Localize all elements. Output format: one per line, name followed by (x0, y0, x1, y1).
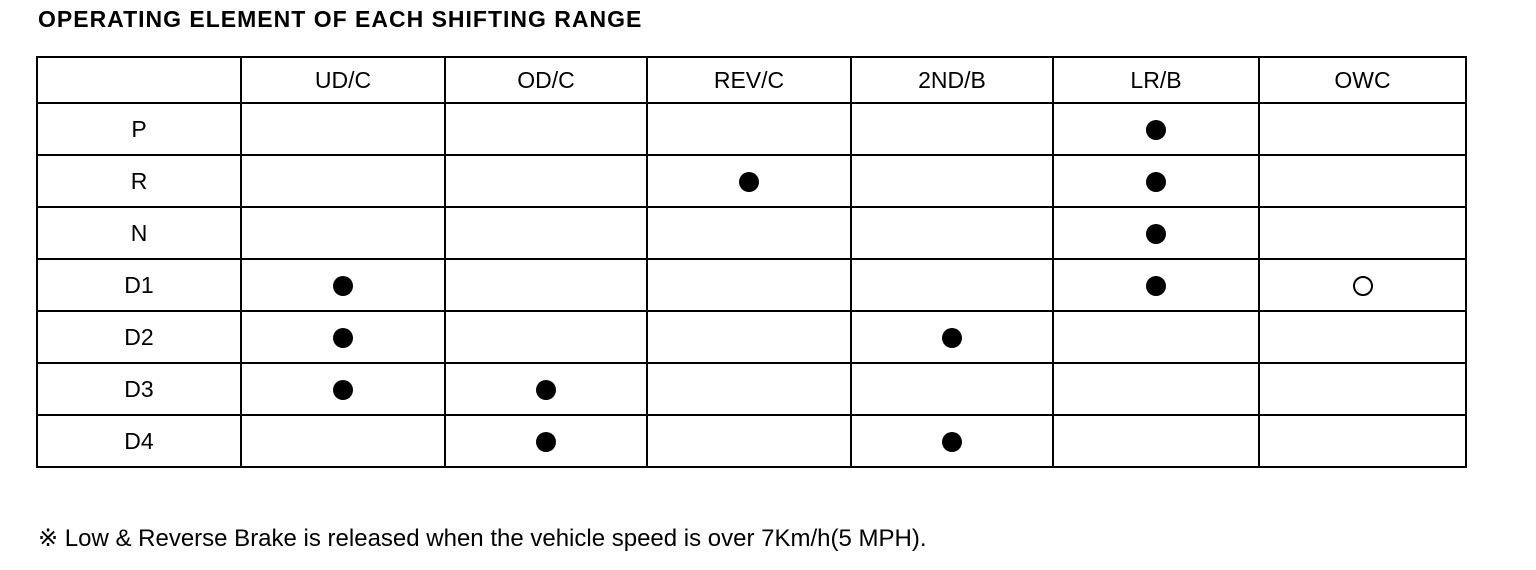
column-header: UD/C (240, 56, 446, 104)
filled-circle-icon (1146, 120, 1166, 141)
table-header: UD/C OD/C REV/C 2ND/B LR/B OWC (36, 56, 1467, 104)
table-cell (240, 102, 446, 156)
range-label: D2 (36, 310, 242, 364)
table-cell (646, 258, 852, 312)
table-cell (850, 258, 1054, 312)
corner-cell (36, 56, 242, 104)
filled-circle-icon (333, 328, 353, 349)
column-header: OWC (1258, 56, 1467, 104)
table-row: D1 (36, 258, 1467, 312)
table-cell (850, 362, 1054, 416)
table-cell (240, 258, 446, 312)
page-title: OPERATING ELEMENT OF EACH SHIFTING RANGE (38, 6, 643, 32)
header-row: UD/C OD/C REV/C 2ND/B LR/B OWC (36, 56, 1467, 104)
table-cell (1258, 102, 1467, 156)
table-cell (444, 206, 648, 260)
filled-circle-icon (1146, 276, 1166, 297)
table-body: P R N D1 D2 D3 D4 (36, 102, 1467, 468)
table-cell (444, 310, 648, 364)
table-cell (646, 154, 852, 208)
table-row: N (36, 206, 1467, 260)
filled-circle-icon (536, 380, 556, 401)
table-cell (1052, 362, 1260, 416)
footnote: ※ Low & Reverse Brake is released when t… (38, 525, 927, 552)
table-cell (646, 206, 852, 260)
filled-circle-icon (1146, 224, 1166, 245)
table-row: R (36, 154, 1467, 208)
table-row: D3 (36, 362, 1467, 416)
table-cell (444, 414, 648, 468)
table-cell (444, 362, 648, 416)
range-label: N (36, 206, 242, 260)
table-cell (444, 258, 648, 312)
table-cell (444, 154, 648, 208)
table-cell (1258, 154, 1467, 208)
table-cell (240, 310, 446, 364)
column-header: OD/C (444, 56, 648, 104)
table-cell (240, 414, 446, 468)
filled-circle-icon (942, 432, 962, 453)
table-cell (1052, 154, 1260, 208)
open-circle-icon (1352, 276, 1373, 297)
table-cell (850, 310, 1054, 364)
table-cell (1052, 310, 1260, 364)
range-label: D3 (36, 362, 242, 416)
table-cell (646, 414, 852, 468)
table-cell (1258, 414, 1467, 468)
table-cell (1052, 414, 1260, 468)
table-cell (850, 414, 1054, 468)
table-cell (444, 102, 648, 156)
filled-circle-icon (333, 380, 353, 401)
table-row: D2 (36, 310, 1467, 364)
range-label: D4 (36, 414, 242, 468)
table-cell (1052, 102, 1260, 156)
filled-circle-icon (942, 328, 962, 349)
filled-circle-icon (739, 172, 759, 193)
shifting-range-table: UD/C OD/C REV/C 2ND/B LR/B OWC P R N D1 D2 D3 D4 (36, 56, 1467, 468)
table-row: P (36, 102, 1467, 156)
table-cell (646, 362, 852, 416)
table-cell (1258, 310, 1467, 364)
table-cell (240, 154, 446, 208)
table-cell (1258, 206, 1467, 260)
filled-circle-icon (1146, 172, 1166, 193)
table-cell (1052, 206, 1260, 260)
table-cell (240, 362, 446, 416)
filled-circle-icon (333, 276, 353, 297)
range-label: P (36, 102, 242, 156)
column-header: REV/C (646, 56, 852, 104)
table-cell (850, 206, 1054, 260)
table-row: D4 (36, 414, 1467, 468)
range-label: D1 (36, 258, 242, 312)
range-label: R (36, 154, 242, 208)
filled-circle-icon (536, 432, 556, 453)
table-cell (850, 102, 1054, 156)
table-cell (240, 206, 446, 260)
table-cell (1258, 258, 1467, 312)
column-header: LR/B (1052, 56, 1260, 104)
table-cell (850, 154, 1054, 208)
table-cell (646, 310, 852, 364)
table-cell (1052, 258, 1260, 312)
table-cell (646, 102, 852, 156)
column-header: 2ND/B (850, 56, 1054, 104)
table-cell (1258, 362, 1467, 416)
